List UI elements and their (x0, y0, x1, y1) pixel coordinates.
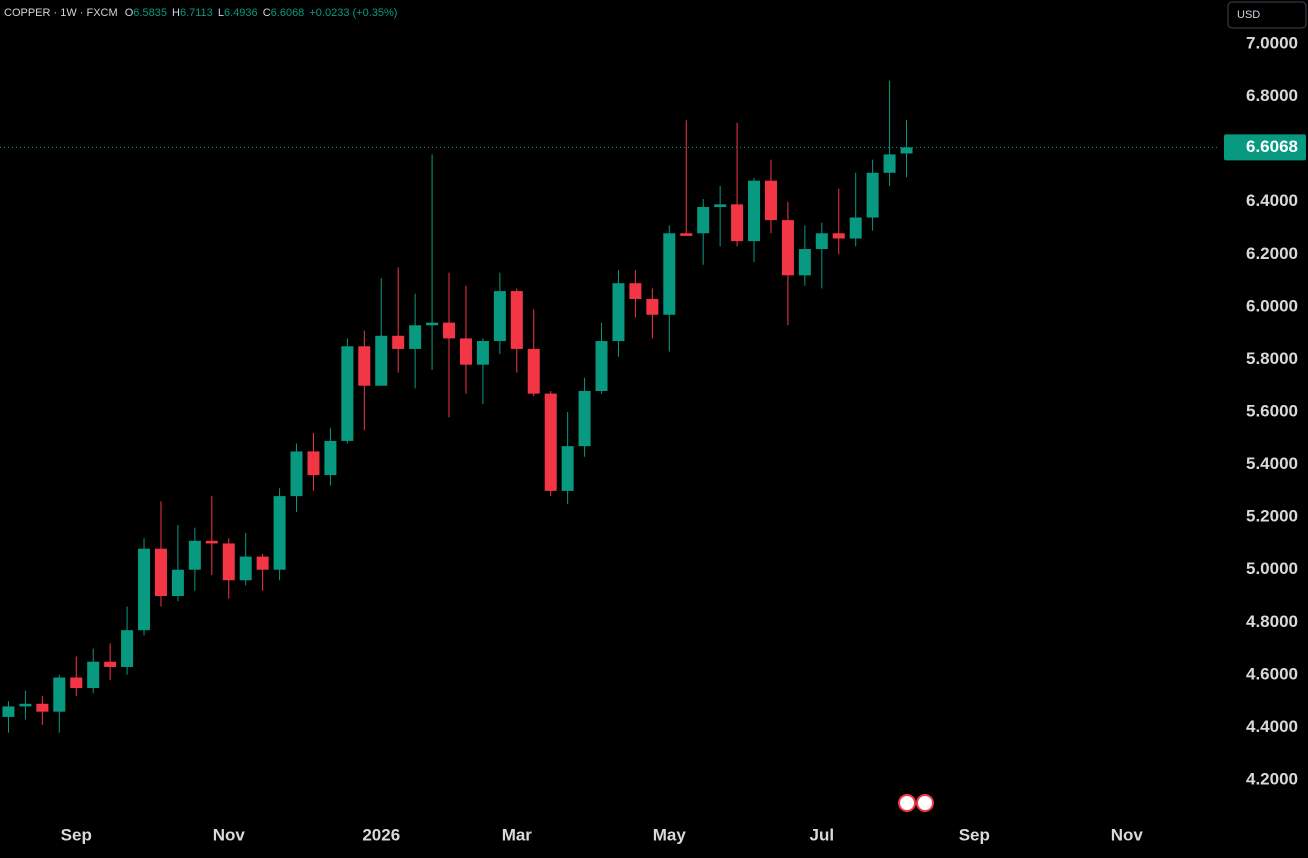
y-tick-label: 6.2000 (1246, 244, 1298, 263)
candle-body (341, 346, 354, 441)
event-icons (898, 794, 934, 812)
y-tick-label: 7.0000 (1246, 33, 1298, 52)
candle-body (375, 335, 388, 386)
candle-body (731, 204, 744, 242)
x-tick-label: Jul (810, 825, 835, 844)
y-tick-label: 4.4000 (1246, 717, 1298, 736)
candle-body (798, 249, 811, 276)
candle-body (883, 154, 896, 173)
y-tick-label: 5.4000 (1246, 454, 1298, 473)
low-label: L (218, 7, 224, 19)
plot-area (2, 80, 913, 733)
y-tick-label: 5.8000 (1246, 349, 1298, 368)
candle-body (459, 338, 472, 365)
candle-body (443, 322, 456, 339)
low-value: 6.4936 (224, 7, 258, 19)
candle-body (849, 217, 862, 239)
candle-body (527, 348, 540, 394)
candle-body (273, 496, 286, 570)
candle-body (87, 661, 100, 689)
candle-body (629, 283, 642, 299)
y-tick-label: 6.0000 (1246, 296, 1298, 315)
currency-label[interactable]: USD (1237, 9, 1260, 21)
x-tick-label: May (653, 825, 687, 844)
candle-body (307, 451, 320, 476)
candle-body (426, 322, 439, 326)
candle-body (154, 548, 167, 597)
y-tick-label: 5.6000 (1246, 401, 1298, 420)
high-label: H (172, 7, 180, 19)
candle-body (392, 335, 405, 349)
candle-body (222, 543, 235, 581)
chart-header: COPPER · 1W · FXCM O6.5835 H6.7113 L6.49… (4, 7, 397, 19)
y-tick-label: 6.8000 (1246, 86, 1298, 105)
candle-body (19, 703, 32, 707)
last-price-box (1224, 134, 1306, 161)
candle-body (815, 233, 828, 250)
candle-body (2, 706, 15, 717)
x-tick-label: Sep (959, 825, 990, 844)
x-tick-label: Nov (1111, 825, 1144, 844)
candle-body (714, 204, 727, 207)
candle-body (748, 180, 761, 242)
candle-body (900, 147, 913, 154)
candle-body (561, 446, 574, 491)
candle-body (832, 233, 845, 239)
y-tick-label: 6.4000 (1246, 191, 1298, 210)
x-tick-label: Nov (213, 825, 246, 844)
candle-body (646, 298, 659, 315)
candle-body (544, 393, 557, 491)
y-tick-label: 4.6000 (1246, 664, 1298, 683)
candle-body (121, 630, 134, 667)
candle-body (409, 325, 422, 349)
change-value: +0.0233 (+0.35%) (309, 7, 397, 19)
last-price-label: 6.6068 (1246, 137, 1298, 156)
candle-body (663, 233, 676, 315)
candle-body (256, 556, 269, 570)
close-label: C (263, 7, 271, 19)
x-tick-label: Mar (502, 825, 533, 844)
x-tick-label: 2026 (362, 825, 400, 844)
candle-body (866, 172, 879, 218)
candle-body (53, 677, 66, 712)
candle-body (476, 341, 489, 365)
close-value: 6.6068 (271, 7, 305, 19)
candle-body (697, 206, 710, 234)
candle-body (510, 291, 523, 349)
currency-button[interactable] (1227, 1, 1307, 29)
y-tick-label: 4.2000 (1246, 770, 1298, 789)
y-tick-label: 5.0000 (1246, 559, 1298, 578)
candle-body (764, 180, 777, 221)
y-tick-label: 5.2000 (1246, 507, 1298, 526)
candle-body (36, 703, 49, 712)
candle-body (493, 291, 506, 342)
candle-body (188, 540, 201, 570)
chart-title: COPPER · 1W · FXCM (4, 7, 118, 19)
candle-body (358, 346, 371, 386)
candle-body (171, 569, 184, 597)
candle-body (324, 440, 337, 476)
candle-body (290, 451, 303, 497)
event-icon[interactable] (916, 794, 934, 812)
high-value: 6.7113 (180, 7, 213, 19)
event-icon[interactable] (898, 794, 916, 812)
open-value: 6.5835 (133, 7, 167, 19)
candle-body (612, 283, 625, 342)
candle-body (70, 677, 83, 689)
candle-body (138, 548, 151, 631)
candle-body (680, 233, 693, 236)
x-tick-label: Sep (61, 825, 92, 844)
candle-body (239, 556, 252, 581)
open-label: O (125, 7, 134, 19)
y-tick-label: 4.8000 (1246, 612, 1298, 631)
candle-body (781, 220, 794, 276)
candle-body (104, 661, 117, 667)
candle-body (595, 341, 608, 391)
candle-body (578, 390, 591, 447)
candle-body (205, 540, 218, 544)
